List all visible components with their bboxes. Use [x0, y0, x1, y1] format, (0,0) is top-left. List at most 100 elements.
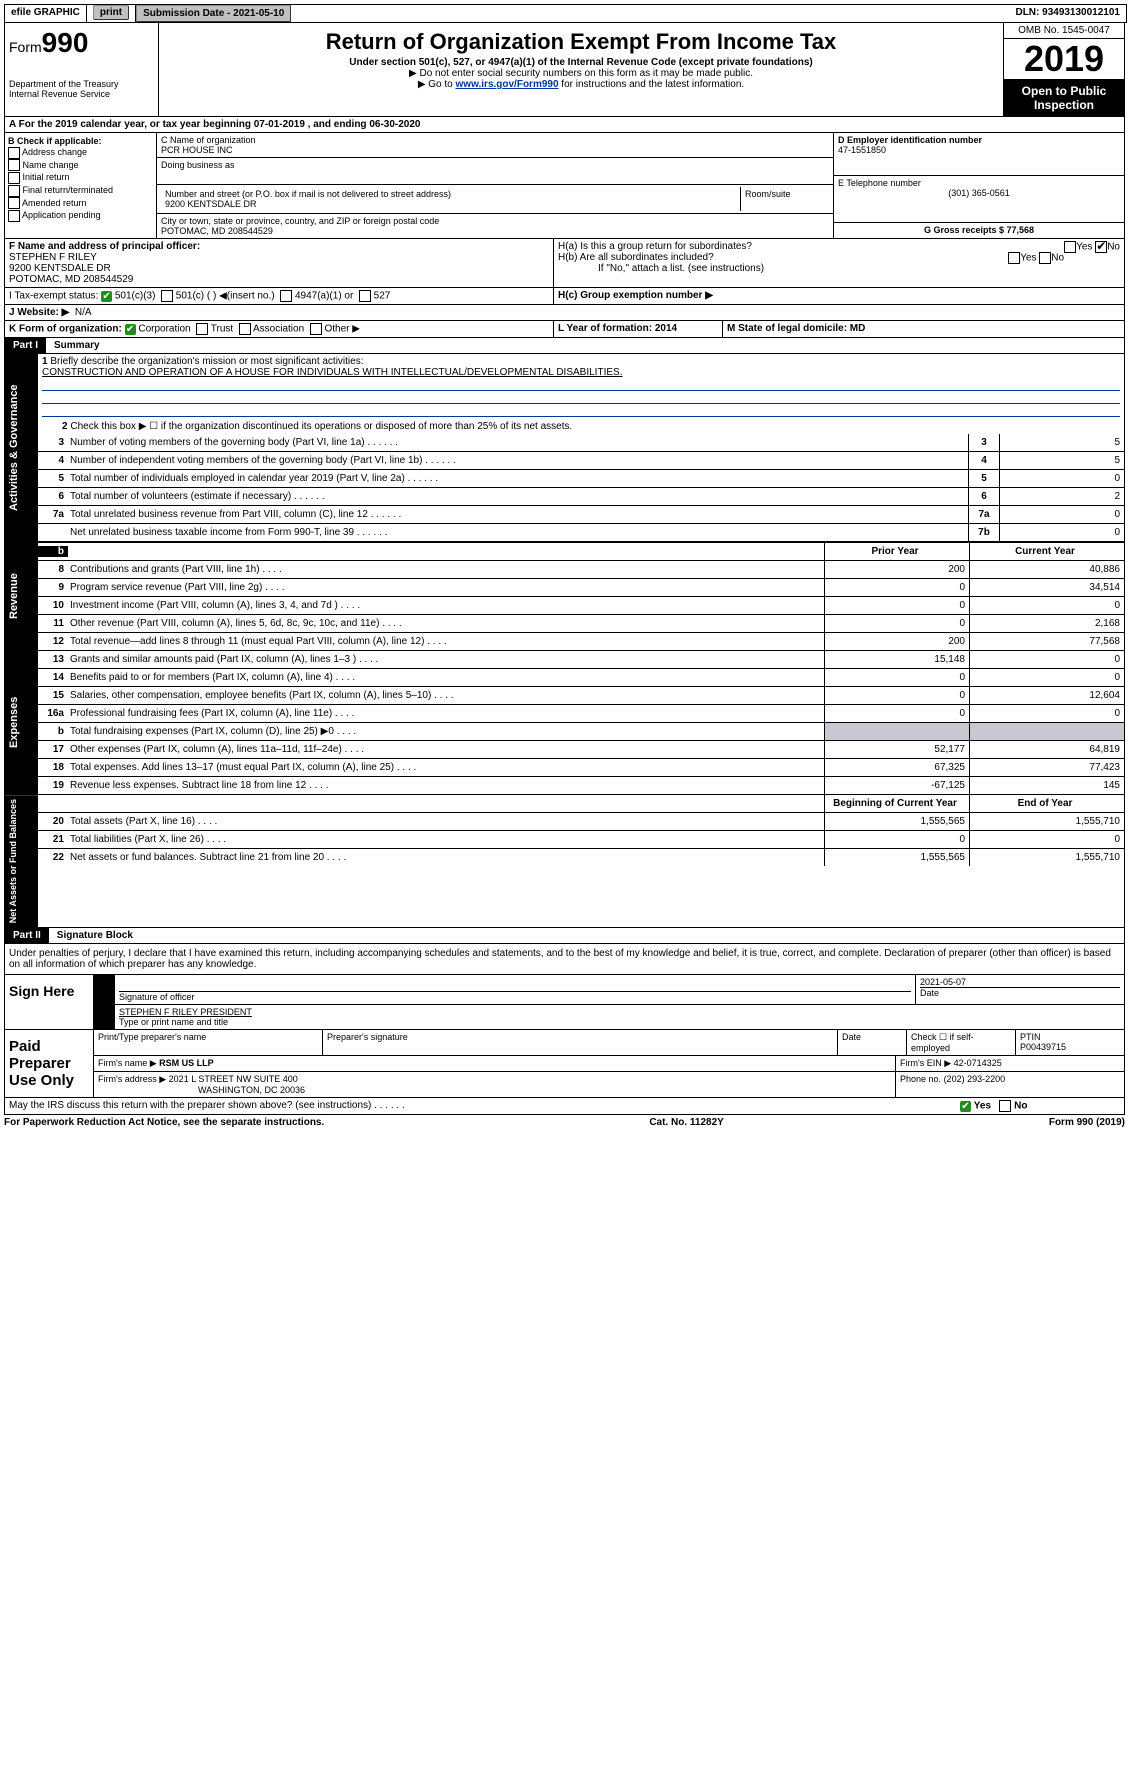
prep-selfemp: Check ☐ if self-employed	[907, 1030, 1016, 1055]
vtab-expenses: Expenses	[5, 651, 38, 794]
sign-here-label: Sign Here	[5, 975, 94, 1029]
sig-officer-label: Signature of officer	[119, 991, 911, 1002]
gross-receipts: G Gross receipts $ 77,568	[924, 225, 1034, 235]
ein-value: 47-1551850	[838, 145, 886, 155]
table-row: 21Total liabilities (Part X, line 26) . …	[38, 831, 1124, 849]
year-formation: L Year of formation: 2014	[558, 323, 677, 334]
prep-name-label: Print/Type preparer's name	[94, 1030, 323, 1055]
table-row: 10Investment income (Part VIII, column (…	[38, 597, 1124, 615]
firm-name: RSM US LLP	[159, 1058, 214, 1068]
row-fh: F Name and address of principal officer:…	[4, 239, 1125, 288]
sig-date: 2021-05-07	[920, 977, 966, 987]
ein-label: D Employer identification number	[838, 135, 982, 145]
footer: For Paperwork Reduction Act Notice, see …	[4, 1115, 1125, 1128]
col-end: End of Year	[969, 795, 1124, 812]
q1-num: 1	[42, 356, 48, 367]
officer-addr2: POTOMAC, MD 208544529	[9, 274, 133, 285]
org-name: PCR HOUSE INC	[161, 145, 829, 155]
hb-row: H(b) Are all subordinates included? Yes …	[558, 252, 1120, 263]
table-row: 15Salaries, other compensation, employee…	[38, 687, 1124, 705]
print-button[interactable]: print	[87, 5, 136, 22]
table-row: 9Program service revenue (Part VIII, lin…	[38, 579, 1124, 597]
table-row: 5Total number of individuals employed in…	[38, 470, 1124, 488]
table-row: 7aTotal unrelated business revenue from …	[38, 506, 1124, 524]
q2-num: 2	[62, 421, 68, 432]
table-row: 16aProfessional fundraising fees (Part I…	[38, 705, 1124, 723]
table-row: 20Total assets (Part X, line 16) . . . .…	[38, 813, 1124, 831]
dln: DLN: 93493130012101	[1009, 5, 1126, 22]
form-header: Form990 Department of the Treasury Inter…	[4, 23, 1125, 117]
officer-label: F Name and address of principal officer:	[9, 241, 200, 252]
officer-addr1: 9200 KENTSDALE DR	[9, 263, 111, 274]
box-c: C Name of organization PCR HOUSE INC Doi…	[157, 133, 833, 238]
sig-name: STEPHEN F RILEY PRESIDENT	[119, 1007, 252, 1017]
dept-treasury: Department of the Treasury Internal Reve…	[9, 79, 154, 99]
submission-date: Submission Date - 2021-05-10	[136, 5, 291, 22]
col-begin: Beginning of Current Year	[824, 795, 969, 812]
prep-date-label: Date	[838, 1030, 907, 1055]
phone-value: (301) 365-0561	[838, 188, 1120, 198]
cb-initial[interactable]: Initial return	[8, 171, 153, 184]
sign-here-block: Sign Here Signature of officer 2021-05-0…	[4, 975, 1125, 1030]
table-row: 18Total expenses. Add lines 13–17 (must …	[38, 759, 1124, 777]
city-value: POTOMAC, MD 208544529	[161, 226, 829, 236]
vtab-netassets: Net Assets or Fund Balances	[5, 795, 38, 927]
table-row: 13Grants and similar amounts paid (Part …	[38, 651, 1124, 669]
firm-addr1: 2021 L STREET NW SUITE 400	[169, 1074, 298, 1084]
table-row: 6Total number of volunteers (estimate if…	[38, 488, 1124, 506]
efile-label: efile GRAPHIC	[5, 5, 87, 22]
check-icon: ✔	[101, 291, 112, 302]
subtitle-3: ▶ Go to www.irs.gov/Form990 for instruct…	[163, 79, 999, 90]
vtab-governance: Activities & Governance	[5, 354, 38, 542]
cb-final[interactable]: Final return/terminated	[8, 184, 153, 197]
paid-preparer-label: Paid Preparer Use Only	[5, 1030, 94, 1097]
top-bar: efile GRAPHIC print Submission Date - 20…	[4, 4, 1127, 23]
officer-name: STEPHEN F RILEY	[9, 252, 97, 263]
box-d: D Employer identification number 47-1551…	[833, 133, 1124, 238]
ptin: P00439715	[1020, 1042, 1066, 1052]
tax-year: 2019	[1004, 39, 1124, 80]
col-current: Current Year	[969, 543, 1124, 560]
irs-link[interactable]: www.irs.gov/Form990	[456, 79, 559, 90]
col-prior: Prior Year	[824, 543, 969, 560]
q2-text: Check this box ▶ ☐ if the organization d…	[70, 421, 572, 432]
hb2-row: If "No," attach a list. (see instruction…	[558, 263, 1120, 274]
paid-preparer-block: Paid Preparer Use Only Print/Type prepar…	[4, 1030, 1125, 1098]
table-row: 4Number of independent voting members of…	[38, 452, 1124, 470]
ha-row: H(a) Is this a group return for subordin…	[558, 241, 1120, 252]
cb-address-change[interactable]: Address change	[8, 146, 153, 159]
phone-label: E Telephone number	[838, 178, 1120, 188]
subtitle-2: ▶ Do not enter social security numbers o…	[163, 68, 999, 79]
addr-value: 9200 KENTSDALE DR	[165, 199, 736, 209]
cb-name-change[interactable]: Name change	[8, 159, 153, 172]
form-number: Form990	[9, 27, 154, 59]
table-row: bTotal fundraising expenses (Part IX, co…	[38, 723, 1124, 741]
row-i: I Tax-exempt status: ✔ 501(c)(3) 501(c) …	[4, 288, 1125, 305]
table-row: 11Other revenue (Part VIII, column (A), …	[38, 615, 1124, 633]
subtitle-1: Under section 501(c), 527, or 4947(a)(1)…	[163, 57, 999, 68]
table-row: 19Revenue less expenses. Subtract line 1…	[38, 777, 1124, 794]
cb-pending[interactable]: Application pending	[8, 209, 153, 222]
discuss-row: May the IRS discuss this return with the…	[4, 1098, 1125, 1115]
row-a-period: A For the 2019 calendar year, or tax yea…	[4, 117, 1125, 133]
identity-grid: B Check if applicable: Address change Na…	[4, 133, 1125, 239]
org-name-label: C Name of organization	[161, 135, 829, 145]
table-row: 12Total revenue—add lines 8 through 11 (…	[38, 633, 1124, 650]
firm-addr2: WASHINGTON, DC 20036	[98, 1085, 305, 1095]
form-title: Return of Organization Exempt From Incom…	[163, 29, 999, 55]
firm-ein: 42-0714325	[954, 1058, 1002, 1068]
open-public: Open to Public Inspection	[1004, 80, 1124, 116]
prep-sig-label: Preparer's signature	[323, 1030, 838, 1055]
table-row: 8Contributions and grants (Part VIII, li…	[38, 561, 1124, 579]
cb-amended[interactable]: Amended return	[8, 197, 153, 210]
dba-label: Doing business as	[157, 158, 833, 185]
hc-row: H(c) Group exemption number ▶	[554, 288, 1124, 304]
table-row: 14Benefits paid to or for members (Part …	[38, 669, 1124, 687]
table-row: 22Net assets or fund balances. Subtract …	[38, 849, 1124, 866]
box-b: B Check if applicable: Address change Na…	[5, 133, 157, 238]
firm-phone: (202) 293-2200	[944, 1074, 1006, 1084]
table-row: Net unrelated business taxable income fr…	[38, 524, 1124, 542]
row-j: J Website: ▶ N/A	[4, 305, 1125, 321]
q1-text: Briefly describe the organization's miss…	[50, 356, 363, 367]
perjury-text: Under penalties of perjury, I declare th…	[4, 944, 1125, 975]
